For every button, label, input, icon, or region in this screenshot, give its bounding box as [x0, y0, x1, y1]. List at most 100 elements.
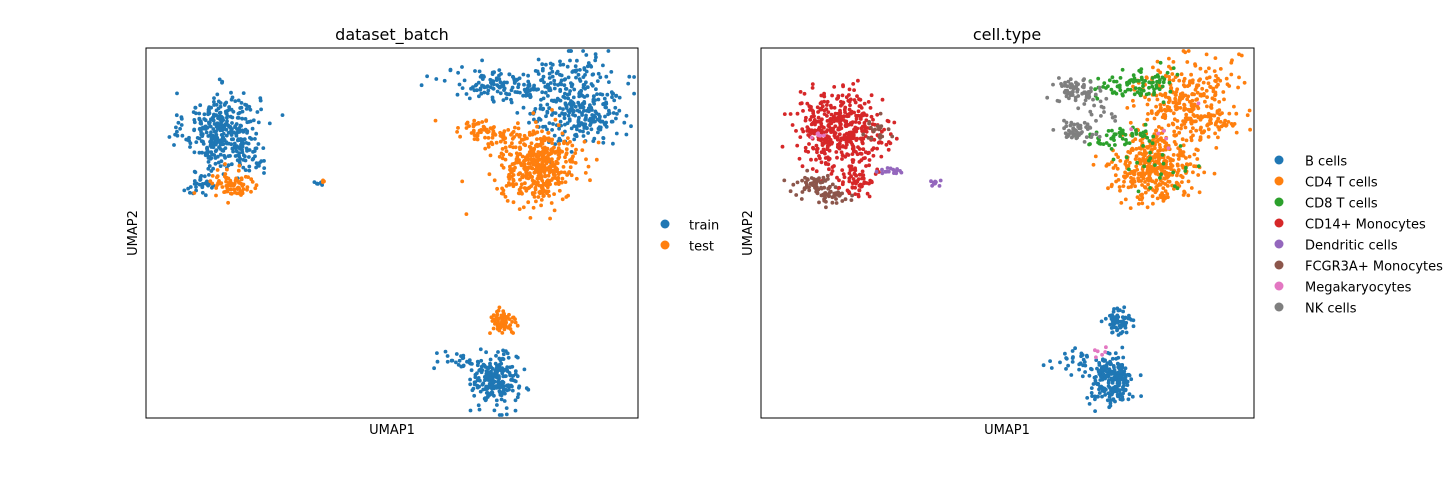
point-cd4-t-cells — [1123, 197, 1128, 202]
point-cd14-monocytes — [887, 140, 891, 144]
point-test — [215, 168, 220, 172]
point-cd4-t-cells — [1194, 147, 1199, 152]
point-cd4-t-cells — [1158, 166, 1163, 170]
point-cd4-t-cells — [1119, 201, 1124, 205]
point-cd4-t-cells — [1187, 83, 1192, 87]
point-train — [614, 131, 619, 136]
point-cd4-t-cells — [1167, 75, 1171, 79]
point-test — [525, 136, 529, 141]
point-test — [537, 190, 542, 195]
point-train — [208, 143, 213, 148]
point-cd14-monocytes — [832, 105, 837, 110]
point-train — [593, 98, 597, 102]
legend-marker-test — [660, 240, 670, 250]
point-train — [611, 111, 616, 115]
point-b-cells — [1111, 398, 1115, 402]
point-cd8-t-cells — [1111, 135, 1116, 139]
point-cd4-t-cells — [1145, 76, 1149, 80]
point-train — [565, 64, 570, 69]
point-train — [550, 69, 555, 74]
point-train — [522, 367, 527, 372]
point-train — [540, 90, 545, 95]
point-test — [510, 182, 515, 186]
point-test — [471, 122, 476, 127]
point-nk-cells — [1076, 94, 1081, 98]
legend-marker-b-cells — [1274, 155, 1284, 165]
point-cd14-monocytes — [837, 178, 841, 183]
point-b-cells — [1087, 373, 1092, 378]
point-cd4-t-cells — [1166, 155, 1170, 160]
point-fcgr3a-monocytes — [809, 176, 814, 180]
point-cd4-t-cells — [1209, 121, 1213, 125]
point-test — [493, 133, 498, 137]
point-test — [504, 149, 509, 154]
point-nk-cells — [1080, 130, 1084, 134]
point-train — [541, 106, 546, 111]
point-cd14-monocytes — [857, 183, 862, 188]
point-cd14-monocytes — [838, 126, 842, 131]
point-b-cells — [1127, 392, 1132, 397]
point-train — [485, 374, 490, 379]
point-cd14-monocytes — [810, 167, 815, 171]
point-cd8-t-cells — [1147, 80, 1152, 85]
point-cd4-t-cells — [1161, 115, 1165, 119]
point-cd14-monocytes — [855, 94, 859, 98]
point-fcgr3a-monocytes — [869, 136, 874, 141]
point-test — [516, 191, 521, 196]
point-train — [224, 133, 229, 138]
point-nk-cells — [1067, 96, 1071, 101]
point-test — [234, 191, 239, 196]
point-cd4-t-cells — [1155, 187, 1159, 192]
point-train — [570, 100, 575, 105]
point-b-cells — [1082, 360, 1087, 364]
point-nk-cells — [1094, 132, 1099, 137]
point-b-cells — [1114, 325, 1118, 330]
point-nk-cells — [1082, 102, 1087, 106]
point-cd14-monocytes — [870, 122, 875, 127]
point-b-cells — [1048, 359, 1052, 363]
point-cd4-t-cells — [1145, 205, 1150, 210]
point-test — [497, 154, 502, 159]
point-train — [218, 152, 223, 157]
point-cd4-t-cells — [1184, 112, 1189, 117]
point-cd14-monocytes — [867, 194, 872, 199]
point-test — [556, 123, 561, 128]
point-train — [611, 91, 615, 96]
point-cd4-t-cells — [1181, 119, 1185, 123]
point-train — [472, 88, 477, 93]
point-train — [556, 83, 560, 87]
point-train — [569, 84, 574, 89]
point-cd14-monocytes — [833, 135, 838, 140]
point-train — [591, 139, 596, 144]
point-b-cells — [1126, 316, 1131, 321]
point-train — [575, 58, 579, 63]
point-test — [511, 331, 515, 335]
point-train — [450, 358, 455, 363]
point-cd14-monocytes — [851, 160, 855, 165]
point-train — [480, 77, 485, 81]
point-train — [226, 163, 231, 168]
point-nk-cells — [1068, 77, 1073, 82]
point-cd14-monocytes — [812, 118, 817, 122]
point-fcgr3a-monocytes — [833, 185, 838, 190]
point-train — [473, 69, 477, 73]
point-cd8-t-cells — [1119, 130, 1124, 135]
point-train — [632, 75, 636, 79]
point-cd4-t-cells — [1155, 97, 1160, 102]
point-cd4-t-cells — [1113, 163, 1118, 168]
point-cd4-t-cells — [1239, 53, 1244, 58]
point-test — [563, 180, 568, 185]
point-cd4-t-cells — [1143, 190, 1148, 195]
point-cd14-monocytes — [875, 146, 879, 151]
point-test — [532, 195, 537, 199]
point-train — [524, 93, 528, 98]
point-train — [526, 73, 530, 78]
point-cd14-monocytes — [886, 147, 891, 152]
point-cd4-t-cells — [1180, 137, 1185, 142]
point-train — [498, 390, 502, 395]
point-cd8-t-cells — [1106, 84, 1110, 89]
point-dendritic-cells — [883, 169, 888, 174]
point-cd4-t-cells — [1109, 184, 1114, 189]
point-train — [552, 78, 557, 83]
point-train — [220, 148, 225, 153]
